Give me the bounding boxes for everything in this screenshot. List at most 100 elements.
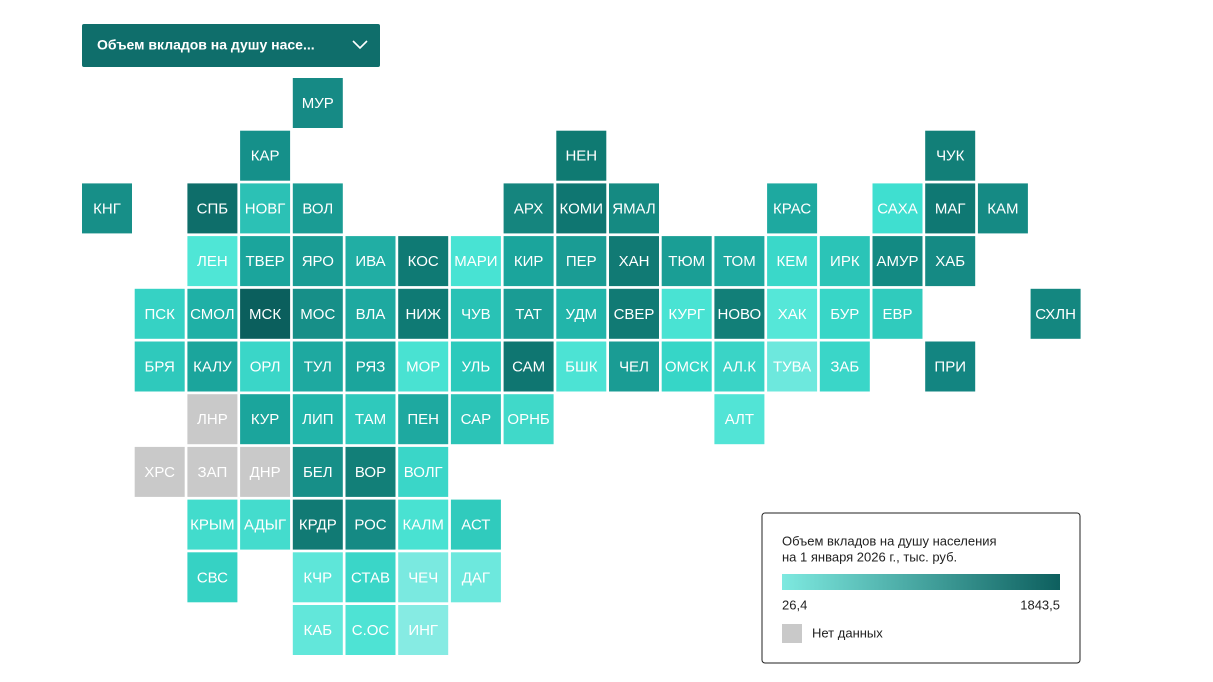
tile-label[interactable]: С.ОС [352,622,390,639]
region-tile[interactable]: ВОР [345,446,396,497]
tile-box[interactable] [767,288,818,339]
tile-box[interactable] [292,499,343,550]
dropdown[interactable]: Объем вкладов на душу насе... [82,24,380,67]
tile-box[interactable] [398,288,449,339]
tile-label[interactable]: САР [461,411,492,428]
region-tile[interactable]: КРДР [292,499,343,550]
tile-box[interactable] [925,341,976,392]
tile-label[interactable]: СМОЛ [190,306,235,323]
tile-label[interactable]: КРДР [299,517,337,534]
tile-box[interactable] [1030,288,1081,339]
tile-box[interactable] [398,341,449,392]
region-tile[interactable]: МАРИ [450,236,501,287]
tile-box[interactable] [609,183,659,234]
region-tile[interactable]: НИЖ [398,288,449,339]
tile-box[interactable] [398,236,449,287]
tile-box[interactable] [661,236,712,287]
tile-label[interactable]: КАЛУ [193,358,232,375]
region-tile[interactable]: АМУР [872,236,923,287]
region-tile[interactable]: АРХ [503,183,554,234]
region-tile[interactable]: ДНР [240,446,291,497]
region-tile[interactable]: ТОМ [714,236,765,287]
region-tile[interactable]: НОВО [714,288,765,339]
tile-box[interactable] [292,78,343,128]
tile-label[interactable]: МСК [249,306,281,323]
region-tile[interactable]: СТАВ [345,552,396,603]
tile-box[interactable] [240,446,291,497]
tile-box[interactable] [661,341,712,392]
region-tile[interactable]: НЕН [556,130,607,181]
tile-label[interactable]: ПСК [145,306,176,323]
tile-label[interactable]: ЯРО [302,253,334,270]
region-tile[interactable]: РОС [345,499,396,550]
tile-box[interactable] [345,236,396,287]
tile-box[interactable] [609,341,659,392]
tile-label[interactable]: КАЛМ [402,517,443,534]
tile-box[interactable] [450,394,501,445]
region-tile[interactable]: КАР [240,130,291,181]
tile-label[interactable]: АМУР [876,253,918,270]
region-tile[interactable]: СМОЛ [187,288,238,339]
region-tile[interactable]: КРАС [767,183,818,234]
tile-box[interactable] [345,394,396,445]
tile-label[interactable]: ТВЕР [246,253,285,270]
tile-box[interactable] [556,183,607,234]
tile-box[interactable] [187,183,238,234]
region-tile[interactable]: ВОЛГ [398,446,449,497]
region-tile[interactable]: ЕВР [872,288,923,339]
tile-box[interactable] [187,499,238,550]
region-tile[interactable]: ОРНБ [503,394,554,445]
tile-label[interactable]: ЧУК [936,148,965,165]
region-tile[interactable]: ЧУВ [450,288,501,339]
tile-box[interactable] [450,499,501,550]
tile-box[interactable] [345,605,396,655]
tile-box[interactable] [345,499,396,550]
tile-label[interactable]: МОР [406,358,440,375]
tile-box[interactable] [345,446,396,497]
region-tile[interactable]: ТЮМ [661,236,712,287]
region-tile[interactable]: КАЛУ [187,341,238,392]
region-tile[interactable]: АСТ [450,499,501,550]
region-tile[interactable]: БЕЛ [292,446,343,497]
tile-label[interactable]: ПЕР [566,253,597,270]
tile-label[interactable]: ЗАП [198,464,228,481]
tile-label[interactable]: ЗАБ [830,358,859,375]
tile-label[interactable]: САМ [512,358,545,375]
tile-box[interactable] [292,394,343,445]
tile-label[interactable]: КРЫМ [190,517,235,534]
tile-box[interactable] [134,446,185,497]
region-tile[interactable]: КОМИ [556,183,607,234]
tile-label[interactable]: АЛТ [725,411,754,428]
tile-box[interactable] [767,341,818,392]
tile-label[interactable]: ИВА [355,253,385,270]
tile-label[interactable]: ОРЛ [250,358,281,375]
tile-box[interactable] [398,552,449,603]
tile-label[interactable]: ТЮМ [668,253,705,270]
tile-box[interactable] [609,236,659,287]
tile-label[interactable]: ЛИП [302,411,333,428]
region-tile[interactable]: ЛНР [187,394,238,445]
tile-box[interactable] [187,288,238,339]
region-tile[interactable]: ПСК [134,288,185,339]
tile-box[interactable] [187,552,238,603]
tile-box[interactable] [240,183,291,234]
region-tile[interactable]: УЛЬ [450,341,501,392]
region-tile[interactable]: БШК [556,341,607,392]
tile-label[interactable]: САХА [877,200,918,217]
tile-label[interactable]: АДЫГ [244,517,286,534]
region-tile[interactable]: МСК [240,288,291,339]
region-tile[interactable]: НОВГ [240,183,291,234]
tile-label[interactable]: БУР [830,306,859,323]
tile-label[interactable]: КУР [251,411,279,428]
region-tile[interactable]: КНГ [82,183,132,234]
tile-box[interactable] [925,236,976,287]
tile-label[interactable]: СПБ [197,200,229,217]
tile-box[interactable] [345,288,396,339]
region-tile[interactable]: ПРИ [925,341,976,392]
region-tile[interactable]: СХЛН [1030,288,1081,339]
region-tile[interactable]: ХРС [134,446,185,497]
tile-label[interactable]: МОС [300,306,335,323]
region-tile[interactable]: КЕМ [767,236,818,287]
tile-box[interactable] [714,394,765,445]
region-tile[interactable]: АЛ.К [714,341,765,392]
